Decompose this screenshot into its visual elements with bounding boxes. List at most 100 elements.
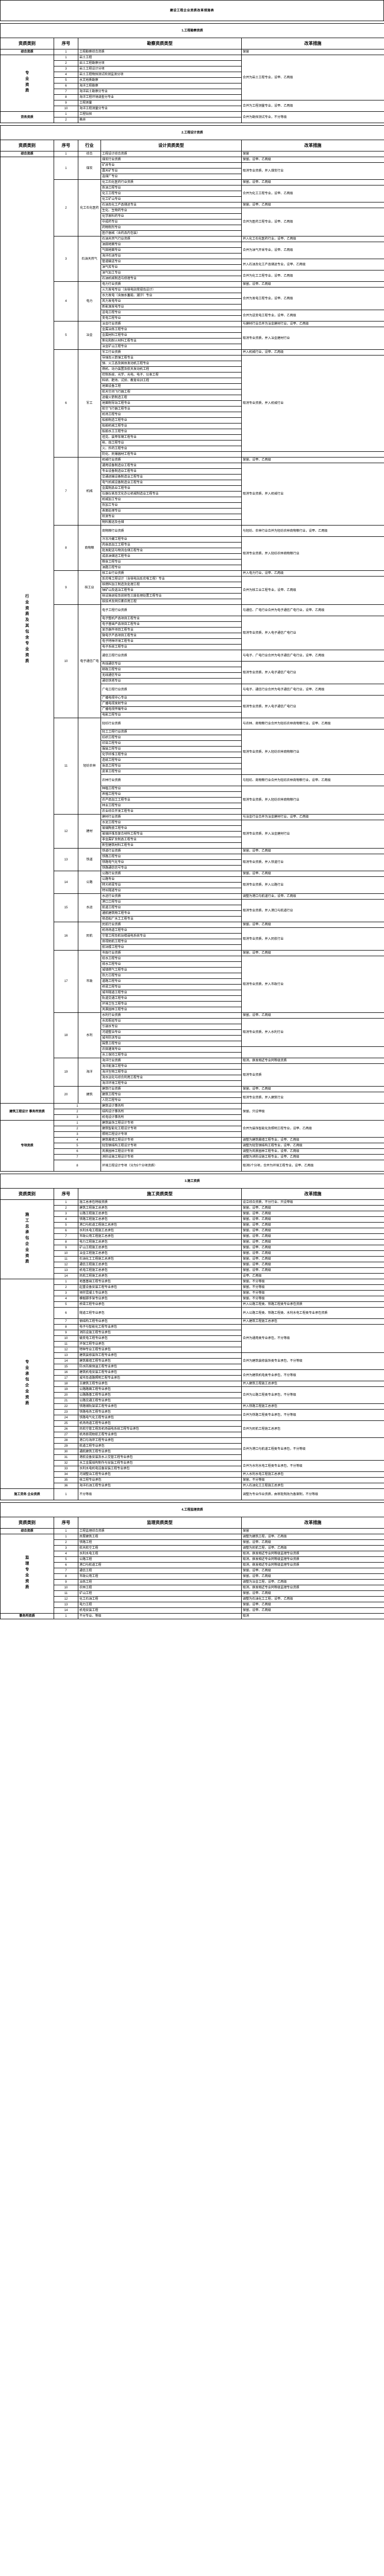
table-row: 行业资质及其包含专业资质 1 煤炭 煤炭行业资质 保留，设甲、乙两级	[0, 157, 384, 1104]
qualification-type: 城市防洪专业	[101, 1035, 242, 1041]
qualification-type: 海洋石油工程专业承包	[78, 1483, 242, 1489]
table-row: 反应堆工程设计（含核电站反应堆工程）专业 合并为核工业工程专业，设甲、乙两级	[1, 576, 384, 605]
row-number: 2	[54, 60, 78, 66]
row-number: 14	[54, 871, 78, 894]
qualification-type: 市政公用工程	[78, 1573, 242, 1580]
qualification-type: 民航空管工程及机场弱电系统工程专业承包	[78, 1426, 242, 1432]
row-number: 6	[54, 83, 78, 89]
reform-measure: 保留，设甲、乙两级	[241, 950, 384, 956]
row-number: 25	[54, 1420, 78, 1427]
qualification-type: 纺织工程专业	[101, 735, 242, 741]
qualification-type: 电子系统工程专业	[101, 644, 242, 650]
row-number: 7	[54, 1318, 78, 1325]
reform-measure: 调整为石油化工工程，设甲、乙两级	[241, 1596, 384, 1602]
row-number: 1	[54, 1103, 101, 1109]
qualification-category: 事务所资质	[0, 1613, 54, 1619]
reform-measure: 保留	[241, 1528, 384, 1534]
qualification-type: 电力工程	[78, 1602, 242, 1608]
qualification-type: 石油化工工程施工总承包	[78, 1256, 242, 1262]
qualification-type: 通用设备制造业工程专业	[101, 463, 242, 469]
qualification-type: 热力工程专业	[101, 973, 242, 979]
row-number: 8	[54, 1239, 78, 1245]
qualification-type: 城市隧道工程专业	[101, 990, 242, 996]
row-number: 2	[54, 179, 78, 236]
qualification-type: 露天矿专业	[101, 168, 242, 174]
qualification-type: 风力发电专业	[101, 298, 242, 304]
column-header: 资质类别	[0, 140, 54, 151]
qualification-type: 铁路通信信号专业	[101, 865, 242, 871]
table-row: 综合资质 1 工程勘察综合资质 保留	[0, 49, 384, 55]
qualification-type: 农田灌溉专业	[101, 1046, 242, 1053]
row-number: 1	[54, 1528, 78, 1534]
qualification-type: 造纸工程专业	[101, 757, 242, 764]
qualification-type: 城市及道路照明工程专业承包	[78, 1375, 242, 1381]
column-header: 序号	[54, 38, 78, 49]
reform-measure: 合并为港口与航道工程类专业承包，不分等级	[241, 1437, 384, 1461]
qualification-type: 工程设计综合资质	[101, 151, 242, 157]
qualification-type: 轻工工程行业资质	[101, 729, 242, 735]
qualification-type: 药物制剂专业	[101, 225, 242, 231]
qualification-type: 铁路电气化专业	[101, 859, 242, 866]
section-table: 4.工程监理资质 资质类别 序号 监理资质类型 改革措施 综合资质 1 工程监理综合资质 保留监…	[0, 1502, 384, 1619]
reform-measure: 保留，设甲、乙两级	[241, 1590, 384, 1597]
qualification-type: 机电工程施工总承包	[78, 1267, 242, 1274]
table-row: 7 机械 机械行业资质 保留，设甲、乙两级	[1, 457, 384, 526]
reform-measure: 保留，设甲、乙两级	[241, 1239, 384, 1245]
row-number: 3	[54, 66, 78, 72]
reform-measure: 调整为港口与航道行业，设甲、乙两级	[241, 893, 384, 900]
qualification-type: 化工工程专业	[101, 191, 242, 197]
reform-measure: 保留，设甲、乙两级	[241, 1602, 384, 1608]
qualification-type: 非金属矿及制品工程专业	[101, 837, 242, 843]
row-number: 3	[54, 1290, 78, 1296]
table-row: 广播电视中心专业 取消专业资质，并入电子通信广电行业	[1, 695, 384, 718]
row-number: 4	[54, 1551, 78, 1557]
row-number: 15	[54, 893, 78, 922]
reform-measure: 保留，设甲、乙两级	[241, 1573, 384, 1580]
row-number: 2	[54, 1205, 78, 1211]
table-row: 火力发电专业（含核电站常规岛设计） 合并为发电工程专业，设甲、乙两级	[1, 287, 384, 310]
qualification-type: 特大桥梁专业	[101, 882, 242, 888]
column-header: 监理资质类型	[78, 1517, 242, 1529]
industry-name: 石油天然气	[78, 236, 101, 282]
row-number: 11	[54, 1256, 78, 1262]
qualification-type: 煤炭行业资质	[101, 157, 242, 163]
row-number: 10	[54, 1250, 78, 1257]
qualification-type: 矿井专业	[101, 162, 242, 168]
table-row: 3 公路工程施工总承包 保留，设甲、乙两级	[1, 1211, 384, 1217]
qualification-type: 化工石油工程	[78, 1596, 242, 1602]
table-row: 18 水利 水利行业资质 保留，设甲、乙两级	[1, 1012, 384, 1058]
qualification-type: 冶金工程施工总承包	[78, 1250, 242, 1257]
table-row: 8 环境工程设计专项（分为5个分项资质） 取消5个分项，合并为环境工程专业，设甲、乙…	[1, 1160, 384, 1172]
table-row: 3 机电设计事务所	[1, 1114, 384, 1121]
table-row: 综合资质 1 工程监理综合资质 保留	[0, 1528, 384, 1534]
qualification-type: 通信工程	[78, 1568, 242, 1574]
table-row: 10 农林工程 取消，换发相近专业同等级监理专业资质	[1, 1585, 384, 1591]
table-row: 5 港口与航道工程施工总承包 保留，设甲、乙两级	[1, 1222, 384, 1228]
row-number: 5	[54, 321, 78, 350]
row-number: 17	[54, 950, 78, 1013]
row-number: 28	[54, 1437, 78, 1444]
row-number: 3	[54, 1545, 78, 1551]
qualification-type: 照明工程设计专项	[101, 1131, 242, 1138]
qualification-type: 水文地质勘察	[78, 77, 242, 83]
qualification-category: 专业承包企业资质	[0, 1279, 54, 1489]
reform-measure: 与冶金行业合并为冶金建材行业，设甲、乙两级	[241, 814, 384, 820]
qualification-type: 矿山工程	[78, 1590, 242, 1597]
table-row: 10 输变电工程专业承包	[1, 1335, 384, 1342]
qualification-type: 弹、火工品及固体发动机工程专业	[101, 361, 242, 367]
qualification-category: 劳务资质	[0, 111, 54, 123]
qualification-type: 航道工程专业	[101, 905, 242, 911]
table-row: 电子整机产品项目工程专业 取消专业资质，并入电子通信广电行业	[1, 616, 384, 650]
qualification-type: 结构设计事务所	[101, 1109, 242, 1115]
table-row: 10 电子通信广电 电子工程行业资质 与通信、广电行业合并为电子通信广电行业，设甲、乙…	[1, 604, 384, 718]
qualification-category: 专项资质	[0, 1120, 54, 1172]
section-banner: 2.工程设计资质	[0, 125, 384, 140]
qualification-type: 批发配送与物流仓储工程专业	[101, 548, 242, 554]
qualification-type: 岩土工程	[78, 55, 242, 61]
qualification-category: 综合资质	[0, 1528, 54, 1534]
qualification-type: 电子特种环境工程专业	[101, 638, 242, 645]
reform-measure: 与建材行业合并为冶金建材行业，设甲、乙两级	[241, 321, 384, 327]
qualification-type: 电力行业资质	[101, 281, 242, 287]
qualification-type: 模板脚手架专业承包	[78, 1296, 242, 1302]
qualification-type: 房屋建筑工程	[78, 1534, 242, 1540]
